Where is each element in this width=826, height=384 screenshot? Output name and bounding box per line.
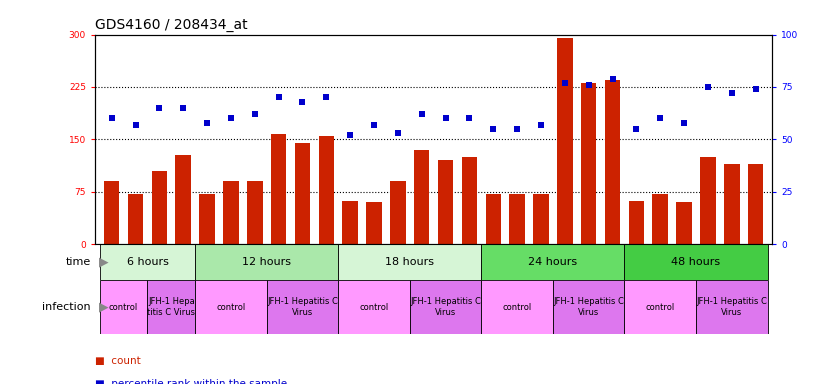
Bar <box>462 157 477 244</box>
Text: 18 hours: 18 hours <box>385 257 434 267</box>
Point <box>677 119 691 126</box>
Bar <box>724 164 739 244</box>
Bar <box>482 244 624 280</box>
Text: JFH-1 Hepatitis C
Virus: JFH-1 Hepatitis C Virus <box>267 298 338 317</box>
Bar <box>410 280 482 334</box>
Bar <box>100 280 148 334</box>
Bar <box>100 244 195 280</box>
Point <box>296 99 309 105</box>
Bar <box>247 181 263 244</box>
Bar <box>366 202 382 244</box>
Text: control: control <box>216 303 245 312</box>
Text: 24 hours: 24 hours <box>529 257 577 267</box>
Point <box>653 115 667 121</box>
Point <box>415 111 429 117</box>
Bar <box>510 194 525 244</box>
Bar <box>438 161 453 244</box>
Point <box>629 126 643 132</box>
Bar <box>175 155 191 244</box>
Point <box>558 80 572 86</box>
Text: JFH-1 Hepatitis C
Virus: JFH-1 Hepatitis C Virus <box>553 298 624 317</box>
Bar <box>267 280 339 334</box>
Text: 6 hours: 6 hours <box>126 257 169 267</box>
Bar <box>553 280 624 334</box>
Point <box>177 105 190 111</box>
Bar <box>152 171 167 244</box>
Bar <box>676 202 692 244</box>
Bar <box>390 181 406 244</box>
Point <box>201 119 214 126</box>
Text: ■  percentile rank within the sample: ■ percentile rank within the sample <box>95 379 287 384</box>
Text: control: control <box>502 303 532 312</box>
Text: control: control <box>646 303 675 312</box>
Text: infection: infection <box>42 302 91 312</box>
Point <box>439 115 452 121</box>
Text: ▶: ▶ <box>95 301 108 314</box>
Bar <box>295 143 311 244</box>
Bar <box>195 280 267 334</box>
Bar <box>339 244 482 280</box>
Text: time: time <box>65 257 91 267</box>
Bar <box>696 280 767 334</box>
Point <box>582 82 596 88</box>
Bar <box>486 194 501 244</box>
Bar <box>748 164 763 244</box>
Bar <box>271 134 287 244</box>
Point <box>749 86 762 92</box>
Bar <box>343 201 358 244</box>
Point <box>725 90 738 96</box>
Text: JFH-1 Hepatitis C
Virus: JFH-1 Hepatitis C Virus <box>411 298 481 317</box>
Bar <box>534 194 548 244</box>
Point <box>463 115 476 121</box>
Bar <box>195 244 339 280</box>
Text: ■  count: ■ count <box>95 356 140 366</box>
Bar <box>557 38 572 244</box>
Text: control: control <box>359 303 389 312</box>
Bar <box>605 80 620 244</box>
Point <box>392 130 405 136</box>
Text: JFH-1 Hepatitis C
Virus: JFH-1 Hepatitis C Virus <box>696 298 767 317</box>
Point <box>368 122 381 128</box>
Point <box>153 105 166 111</box>
Point <box>105 115 118 121</box>
Point <box>510 126 524 132</box>
Bar <box>581 83 596 244</box>
Bar <box>414 150 430 244</box>
Text: ▶: ▶ <box>95 256 108 269</box>
Point <box>248 111 261 117</box>
Bar <box>223 181 239 244</box>
Point <box>534 122 548 128</box>
Bar <box>104 181 120 244</box>
Bar <box>148 280 195 334</box>
Bar <box>700 157 715 244</box>
Bar <box>653 194 668 244</box>
Point <box>344 132 357 138</box>
Bar <box>319 136 334 244</box>
Text: 12 hours: 12 hours <box>242 257 292 267</box>
Point <box>129 122 142 128</box>
Bar <box>629 201 644 244</box>
Text: control: control <box>109 303 138 312</box>
Point <box>225 115 238 121</box>
Point <box>272 94 285 101</box>
Point <box>487 126 500 132</box>
Bar <box>624 280 696 334</box>
Point <box>320 94 333 101</box>
Point <box>701 84 714 90</box>
Bar <box>199 194 215 244</box>
Bar <box>128 194 143 244</box>
Bar <box>339 280 410 334</box>
Bar <box>482 280 553 334</box>
Bar <box>624 244 767 280</box>
Text: 48 hours: 48 hours <box>672 257 720 267</box>
Text: JFH-1 Hepa
titis C Virus: JFH-1 Hepa titis C Virus <box>147 298 195 317</box>
Text: GDS4160 / 208434_at: GDS4160 / 208434_at <box>95 18 248 32</box>
Point <box>606 76 620 82</box>
